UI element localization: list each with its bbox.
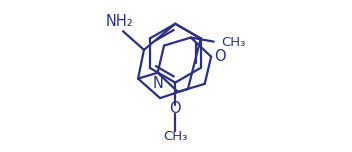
Text: CH₃: CH₃	[163, 130, 188, 143]
Text: N: N	[152, 76, 163, 91]
Text: O: O	[169, 100, 181, 116]
Text: O: O	[214, 49, 225, 64]
Text: NH₂: NH₂	[106, 14, 134, 29]
Text: CH₃: CH₃	[221, 36, 246, 49]
